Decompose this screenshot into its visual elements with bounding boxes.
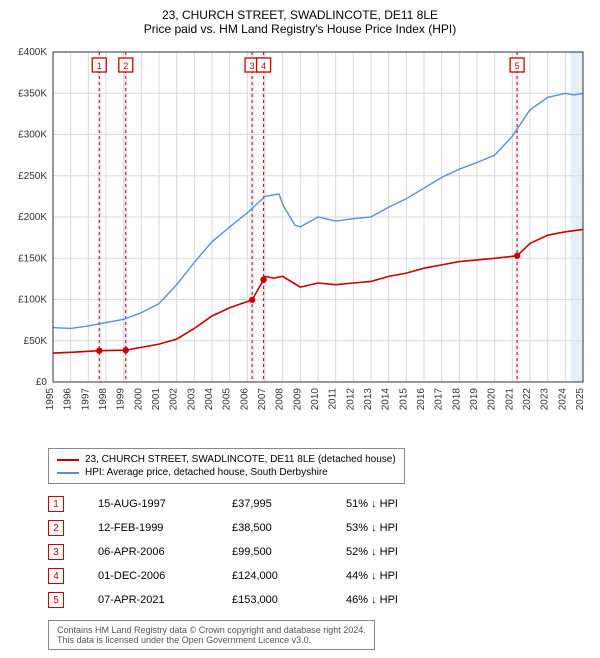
svg-text:2006: 2006 xyxy=(239,388,250,411)
transaction-marker: 4 xyxy=(48,568,64,584)
svg-text:2024: 2024 xyxy=(557,388,568,411)
transaction-price: £38,500 xyxy=(232,522,322,534)
transaction-delta: 52% ↓ HPI xyxy=(346,546,398,558)
chart-container: £0 £50K £100K £150K £200K £250K £300K £350K £400… xyxy=(8,42,592,442)
svg-text:2022: 2022 xyxy=(522,388,533,411)
transaction-date: 12-FEB-1999 xyxy=(98,522,208,534)
svg-text:£100K: £100K xyxy=(18,295,47,306)
svg-text:2008: 2008 xyxy=(275,388,286,411)
transaction-row: 3 06-APR-2006 £99,500 52% ↓ HPI xyxy=(48,540,592,564)
transaction-price: £37,995 xyxy=(232,498,322,510)
svg-text:1: 1 xyxy=(97,61,102,71)
legend-label: 23, CHURCH STREET, SWADLINCOTE, DE11 8LE… xyxy=(85,454,396,465)
svg-text:1999: 1999 xyxy=(116,388,127,411)
svg-text:£400K: £400K xyxy=(18,47,47,58)
transaction-date: 06-APR-2006 xyxy=(98,546,208,558)
svg-text:2017: 2017 xyxy=(434,388,445,411)
svg-text:2009: 2009 xyxy=(292,388,303,411)
svg-text:2014: 2014 xyxy=(381,388,392,411)
svg-text:5: 5 xyxy=(515,61,520,71)
transaction-delta: 44% ↓ HPI xyxy=(346,570,398,582)
attribution-footer: Contains HM Land Registry data © Crown c… xyxy=(48,620,375,650)
transaction-row: 2 12-FEB-1999 £38,500 53% ↓ HPI xyxy=(48,516,592,540)
svg-text:2020: 2020 xyxy=(487,388,498,411)
svg-text:£300K: £300K xyxy=(18,130,47,141)
transaction-row: 4 01-DEC-2006 £124,000 44% ↓ HPI xyxy=(48,564,592,588)
transaction-date: 01-DEC-2006 xyxy=(98,570,208,582)
transaction-price: £153,000 xyxy=(232,594,322,606)
footer-line2: This data is licensed under the Open Gov… xyxy=(57,635,366,645)
svg-text:£0: £0 xyxy=(36,377,48,388)
svg-text:3: 3 xyxy=(250,61,255,71)
svg-text:£200K: £200K xyxy=(18,212,47,223)
svg-text:2002: 2002 xyxy=(169,388,180,411)
svg-text:1995: 1995 xyxy=(45,388,56,411)
svg-text:£350K: £350K xyxy=(18,88,47,99)
svg-text:2021: 2021 xyxy=(504,388,515,411)
svg-text:1997: 1997 xyxy=(80,388,91,411)
svg-text:2016: 2016 xyxy=(416,388,427,411)
chart-title-main: 23, CHURCH STREET, SWADLINCOTE, DE11 8LE xyxy=(8,8,592,22)
price-chart: £0 £50K £100K £150K £200K £250K £300K £350K £400… xyxy=(8,42,592,442)
legend-item: HPI: Average price, detached house, Sout… xyxy=(57,466,396,479)
footer-line1: Contains HM Land Registry data © Crown c… xyxy=(57,625,366,635)
svg-text:2: 2 xyxy=(123,61,128,71)
svg-text:2010: 2010 xyxy=(310,388,321,411)
svg-text:2011: 2011 xyxy=(328,388,339,410)
svg-text:1996: 1996 xyxy=(63,388,74,411)
svg-text:2005: 2005 xyxy=(222,388,233,411)
svg-text:2012: 2012 xyxy=(345,388,356,411)
svg-text:2001: 2001 xyxy=(151,388,162,411)
svg-text:2004: 2004 xyxy=(204,388,215,411)
transaction-delta: 51% ↓ HPI xyxy=(346,498,398,510)
svg-text:2003: 2003 xyxy=(186,388,197,411)
svg-text:2019: 2019 xyxy=(469,388,480,411)
svg-text:4: 4 xyxy=(261,61,266,71)
transaction-delta: 53% ↓ HPI xyxy=(346,522,398,534)
transaction-marker: 1 xyxy=(48,496,64,512)
legend-item: 23, CHURCH STREET, SWADLINCOTE, DE11 8LE… xyxy=(57,453,396,466)
transaction-marker: 5 xyxy=(48,592,64,608)
transaction-table: 1 15-AUG-1997 £37,995 51% ↓ HPI 2 12-FEB-1999… xyxy=(48,492,592,612)
svg-text:1998: 1998 xyxy=(98,388,109,411)
transaction-row: 5 07-APR-2021 £153,000 46% ↓ HPI xyxy=(48,588,592,612)
svg-text:£250K: £250K xyxy=(18,171,47,182)
chart-title-sub: Price paid vs. HM Land Registry's House … xyxy=(8,22,592,36)
svg-text:£150K: £150K xyxy=(18,253,47,264)
svg-text:£50K: £50K xyxy=(24,336,48,347)
chart-title-block: 23, CHURCH STREET, SWADLINCOTE, DE11 8LE… xyxy=(8,8,592,36)
svg-text:2015: 2015 xyxy=(398,388,409,411)
legend-swatch xyxy=(57,472,79,474)
transaction-delta: 46% ↓ HPI xyxy=(346,594,398,606)
svg-text:2013: 2013 xyxy=(363,388,374,411)
svg-text:2025: 2025 xyxy=(575,388,586,411)
svg-text:2023: 2023 xyxy=(540,388,551,411)
legend-swatch xyxy=(57,459,79,461)
transaction-marker: 3 xyxy=(48,544,64,560)
legend-label: HPI: Average price, detached house, Sout… xyxy=(85,467,328,478)
svg-text:2007: 2007 xyxy=(257,388,268,411)
transaction-row: 1 15-AUG-1997 £37,995 51% ↓ HPI xyxy=(48,492,592,516)
transaction-price: £124,000 xyxy=(232,570,322,582)
svg-text:2000: 2000 xyxy=(133,388,144,411)
transaction-marker: 2 xyxy=(48,520,64,536)
transaction-date: 15-AUG-1997 xyxy=(98,498,208,510)
transaction-date: 07-APR-2021 xyxy=(98,594,208,606)
svg-text:2018: 2018 xyxy=(451,388,462,411)
transaction-price: £99,500 xyxy=(232,546,322,558)
chart-legend: 23, CHURCH STREET, SWADLINCOTE, DE11 8LE… xyxy=(48,448,405,484)
